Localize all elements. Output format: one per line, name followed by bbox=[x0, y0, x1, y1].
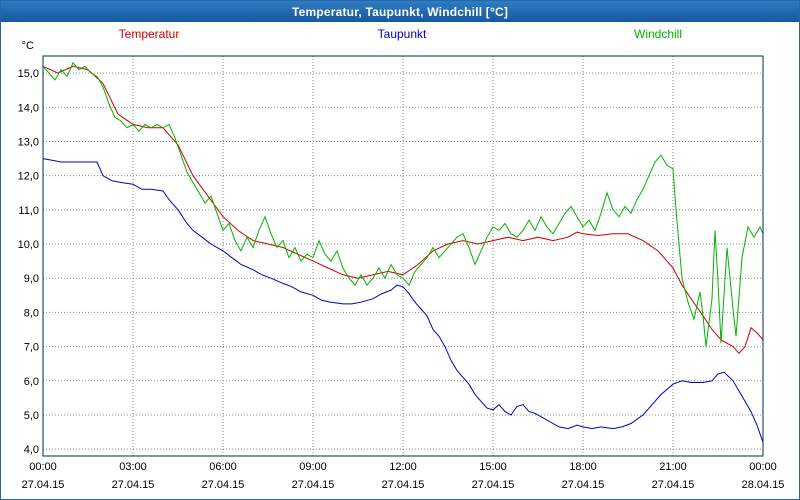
x-axis-date-label: 27.04.15 bbox=[652, 479, 695, 491]
title-bar: Temperatur, Taupunkt, Windchill [°C] bbox=[1, 1, 799, 22]
series-windchill-line bbox=[42, 61, 764, 347]
x-axis-time-label: 00:00 bbox=[29, 461, 57, 473]
y-axis-tick-label: 5,0 bbox=[24, 410, 39, 422]
y-axis-tick-label: 11,0 bbox=[18, 205, 39, 217]
x-axis-time-label: 21:00 bbox=[659, 461, 687, 473]
y-axis-tick-label: 6,0 bbox=[24, 376, 39, 388]
x-axis-time-label: 18:00 bbox=[569, 461, 597, 473]
y-axis-unit-label: °C bbox=[22, 40, 34, 52]
series-taupunkt-line bbox=[42, 158, 764, 443]
x-axis-date-label: 27.04.15 bbox=[112, 479, 155, 491]
y-axis-tick-label: 8,0 bbox=[24, 307, 39, 319]
x-axis-date-label: 27.04.15 bbox=[562, 479, 605, 491]
x-axis-time-label: 09:00 bbox=[299, 461, 327, 473]
y-axis-tick-label: 14,0 bbox=[18, 102, 39, 114]
x-axis-time-label: 15:00 bbox=[479, 461, 507, 473]
y-axis-tick-label: 9,0 bbox=[24, 273, 39, 285]
x-axis-date-label: 27.04.15 bbox=[382, 479, 425, 491]
y-axis-tick-label: 4,0 bbox=[24, 444, 39, 456]
y-axis-tick-label: 7,0 bbox=[24, 342, 39, 354]
x-axis-time-label: 00:00 bbox=[749, 461, 777, 473]
y-axis-tick-label: 13,0 bbox=[18, 136, 39, 148]
legend-item-windchill: Windchill bbox=[633, 27, 683, 41]
y-axis-tick-label: 12,0 bbox=[18, 171, 39, 183]
plot-border bbox=[42, 55, 764, 457]
series-temperatur-line bbox=[42, 65, 764, 355]
x-axis-date-label: 27.04.15 bbox=[22, 479, 65, 491]
x-axis-time-label: 12:00 bbox=[389, 461, 417, 473]
x-axis-date-label: 27.04.15 bbox=[292, 479, 335, 491]
x-axis-time-label: 03:00 bbox=[119, 461, 147, 473]
window-title: Temperatur, Taupunkt, Windchill [°C] bbox=[291, 4, 509, 19]
x-axis-date-label: 27.04.15 bbox=[472, 479, 515, 491]
x-axis-time-label: 06:00 bbox=[209, 461, 237, 473]
x-axis-date-label: 28.04.15 bbox=[742, 479, 785, 491]
y-axis-tick-label: 10,0 bbox=[18, 239, 39, 251]
x-axis-date-label: 27.04.15 bbox=[202, 479, 245, 491]
y-axis-tick-label: 15,0 bbox=[18, 68, 39, 80]
legend-item-temperatur: Temperatur bbox=[118, 27, 180, 41]
legend-item-taupunkt: Taupunkt bbox=[377, 27, 427, 41]
